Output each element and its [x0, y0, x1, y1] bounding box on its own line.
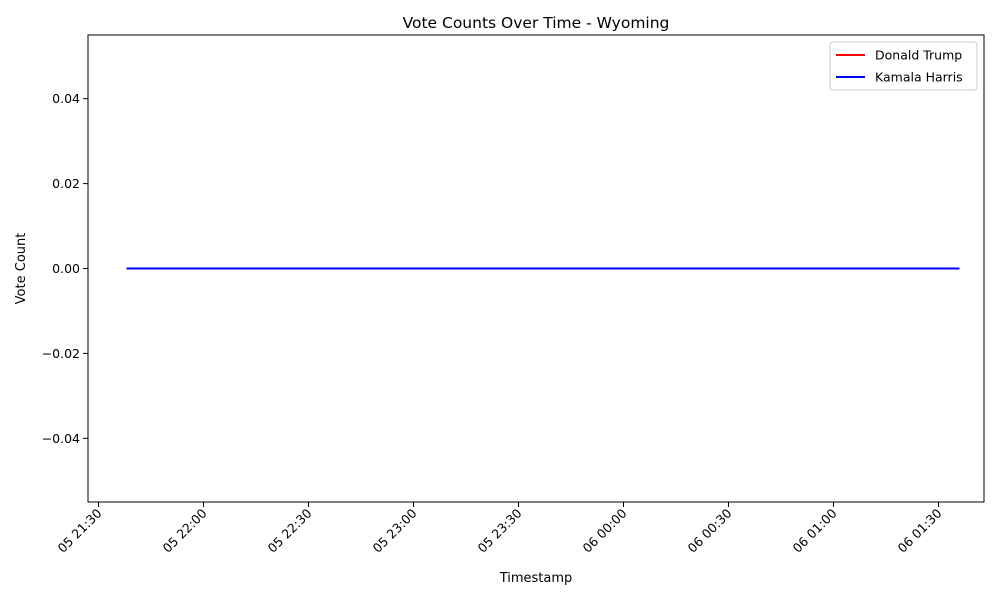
y-tick-label: −0.02: [42, 346, 80, 361]
legend-label-donald-trump: Donald Trump: [875, 48, 962, 63]
x-tick-label: 06 00:30: [684, 505, 734, 555]
y-axis-title: Vote Count: [14, 233, 29, 305]
x-tick-label: 05 23:00: [369, 505, 419, 555]
legend-label-kamala-harris: Kamala Harris: [875, 70, 963, 85]
x-tick-label: 05 23:30: [474, 505, 524, 555]
legend: Donald Trump Kamala Harris: [829, 41, 978, 91]
x-tick-label: 06 01:30: [894, 505, 944, 555]
y-tick-label: 0.04: [52, 91, 80, 106]
x-tick-label: 05 22:00: [159, 505, 209, 555]
chart-title: Vote Counts Over Time - Wyoming: [403, 14, 670, 32]
x-tick-label: 05 21:30: [54, 505, 104, 555]
x-tick-label: 05 22:30: [264, 505, 314, 555]
x-axis-title: Timestamp: [499, 571, 573, 586]
x-tick-label: 06 01:00: [789, 505, 839, 555]
y-axis-ticks: −0.04 −0.02 0.00 0.02 0.04: [42, 91, 88, 446]
y-tick-label: 0.02: [52, 176, 80, 191]
y-tick-label: −0.04: [42, 431, 80, 446]
legend-box: [829, 41, 978, 91]
x-axis-ticks: 05 21:30 05 22:00 05 22:30 05 23:00 05 23:30…: [54, 502, 945, 556]
y-tick-label: 0.00: [52, 261, 80, 276]
x-tick-label: 06 00:00: [579, 505, 629, 555]
